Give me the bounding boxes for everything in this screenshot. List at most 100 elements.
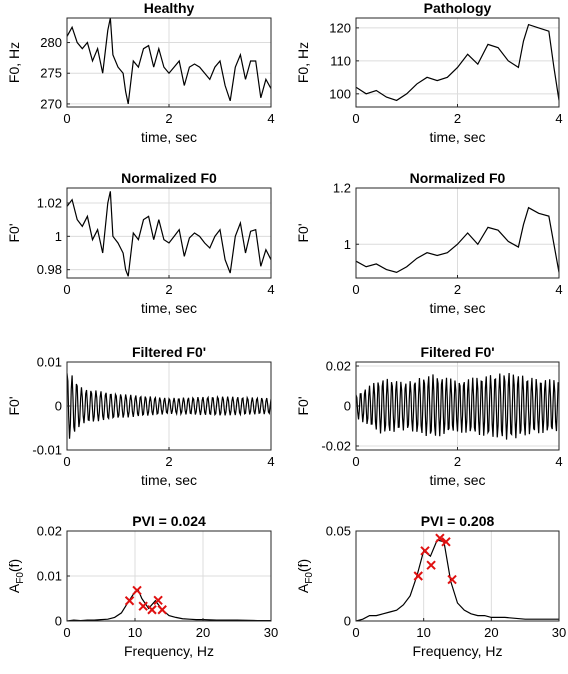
y-axis-label-main: F0, Hz [6,42,22,83]
series-line [356,23,559,102]
peak-marker-stroke [413,571,423,581]
peak-marker [153,595,163,606]
y-tick-label: 0.02 [37,524,62,539]
x-tick-label: 20 [484,625,498,640]
peak-marker [157,605,167,615]
y-tick-label: 1 [55,229,62,244]
series-line [356,373,559,440]
x-tick-label: 30 [552,625,566,640]
panel-title: Filtered F0' [420,344,494,360]
y-tick-label: 270 [40,96,62,111]
panel-pathology-normalized: 0 2 4 1 1.2 Normalized F0 time, sec F0' [295,170,563,316]
peak-marker [447,574,457,585]
y-axis-label-main: A [6,583,22,593]
peak-marker [426,560,436,570]
y-tick-label: 0.05 [326,524,351,539]
y-tick-label: 100 [329,86,351,101]
peak-marker-stroke [420,546,430,556]
axes-frame [355,530,560,622]
x-tick-label: 0 [63,454,70,469]
y-axis-label-main: F0' [295,223,311,242]
x-tick-label: 2 [454,454,461,469]
panel-pathology-spectrum: 0 10 20 30 0 0.05 PVI = 0.208 Frequency, Hz AF0(… [295,513,566,659]
x-tick-label: 4 [555,282,562,297]
series-line [67,373,271,439]
y-tick-label: 0.01 [37,355,62,370]
peak-marker-stroke [426,560,436,570]
x-tick-label: 0 [352,282,359,297]
y-tick-label: 0 [55,614,62,629]
x-tick-label: 0 [352,454,359,469]
panel-title: Normalized F0 [410,170,506,186]
peak-marker-stroke [441,537,451,547]
panel-title: Healthy [144,0,195,16]
peak-marker-stroke [157,605,167,615]
x-tick-label: 0 [352,111,359,126]
y-axis-label-sub: F0 [304,572,315,584]
peak-marker-stroke [435,533,445,543]
peak-marker [132,585,142,596]
peak-marker [435,533,445,543]
series-line [356,206,559,274]
x-tick-label: 4 [267,111,274,126]
x-tick-label: 10 [128,625,142,640]
y-axis-label: F0, Hz [6,42,22,83]
x-tick-label: 0 [352,625,359,640]
y-tick-label: -0.01 [32,443,62,458]
x-tick-label: 2 [454,111,461,126]
peak-marker-stroke [447,574,457,585]
y-tick-label: 0.98 [37,262,62,277]
x-tick-label: 4 [555,111,562,126]
peak-marker-stroke [132,585,142,596]
peak-marker-stroke [124,596,135,606]
y-axis-label: AF0(f) [295,559,315,593]
y-axis-label-sub: F0 [15,572,26,584]
y-axis-label: F0' [6,223,22,242]
y-tick-label: 0 [344,614,351,629]
peak-marker [147,605,157,615]
x-tick-label: 4 [555,454,562,469]
peak-marker-stroke [147,605,157,615]
x-tick-label: 2 [165,454,172,469]
panel-healthy-normalized: 0 2 4 0.98 1 1.02 Normalized F0 time, sec F0' [6,170,275,316]
panel-healthy-f0: 0 2 4 270 275 280 Healthy time, sec F0, Hz [6,0,275,145]
peak-marker [124,596,135,606]
y-axis-label-suffix: (f) [295,559,311,572]
y-axis-label-main: F0' [6,223,22,242]
y-tick-label: 280 [40,35,62,50]
panel-title: Normalized F0 [121,170,217,186]
series-line [67,191,271,277]
y-tick-label: 1.2 [333,181,351,196]
y-axis-label-main: A [295,583,311,593]
series-line [67,18,271,105]
y-axis-label: F0, Hz [295,42,311,83]
y-axis-label-main: F0' [295,396,311,415]
panel-healthy-spectrum: 0 10 20 30 0 0.01 0.02 PVI = 0.024 Frequency, Hz… [6,513,278,659]
x-axis-label: time, sec [141,472,197,488]
y-axis-label: F0' [6,396,22,415]
x-axis-label: time, sec [429,472,485,488]
peak-marker-stroke [138,601,148,611]
panel-title: PVI = 0.208 [421,513,495,529]
peak-marker [420,546,430,556]
plot-area [356,531,559,621]
peak-marker [138,601,148,611]
x-axis-label: time, sec [141,300,197,316]
panel-pathology-f0: 0 2 4 100 110 120 Pathology time, sec F0, Hz [295,0,563,145]
y-axis-label-suffix: (f) [6,559,22,572]
x-tick-label: 2 [165,282,172,297]
y-axis-label: F0' [295,223,311,242]
x-axis-label: time, sec [429,300,485,316]
y-tick-label: 0.01 [37,569,62,584]
x-tick-label: 4 [267,282,274,297]
x-tick-label: 30 [264,625,278,640]
panel-title: PVI = 0.024 [132,513,206,529]
y-tick-label: 1.02 [37,196,62,211]
y-tick-label: -0.02 [321,439,351,454]
x-tick-label: 10 [416,625,430,640]
x-tick-label: 20 [196,625,210,640]
x-axis-label: Frequency, Hz [124,643,214,659]
